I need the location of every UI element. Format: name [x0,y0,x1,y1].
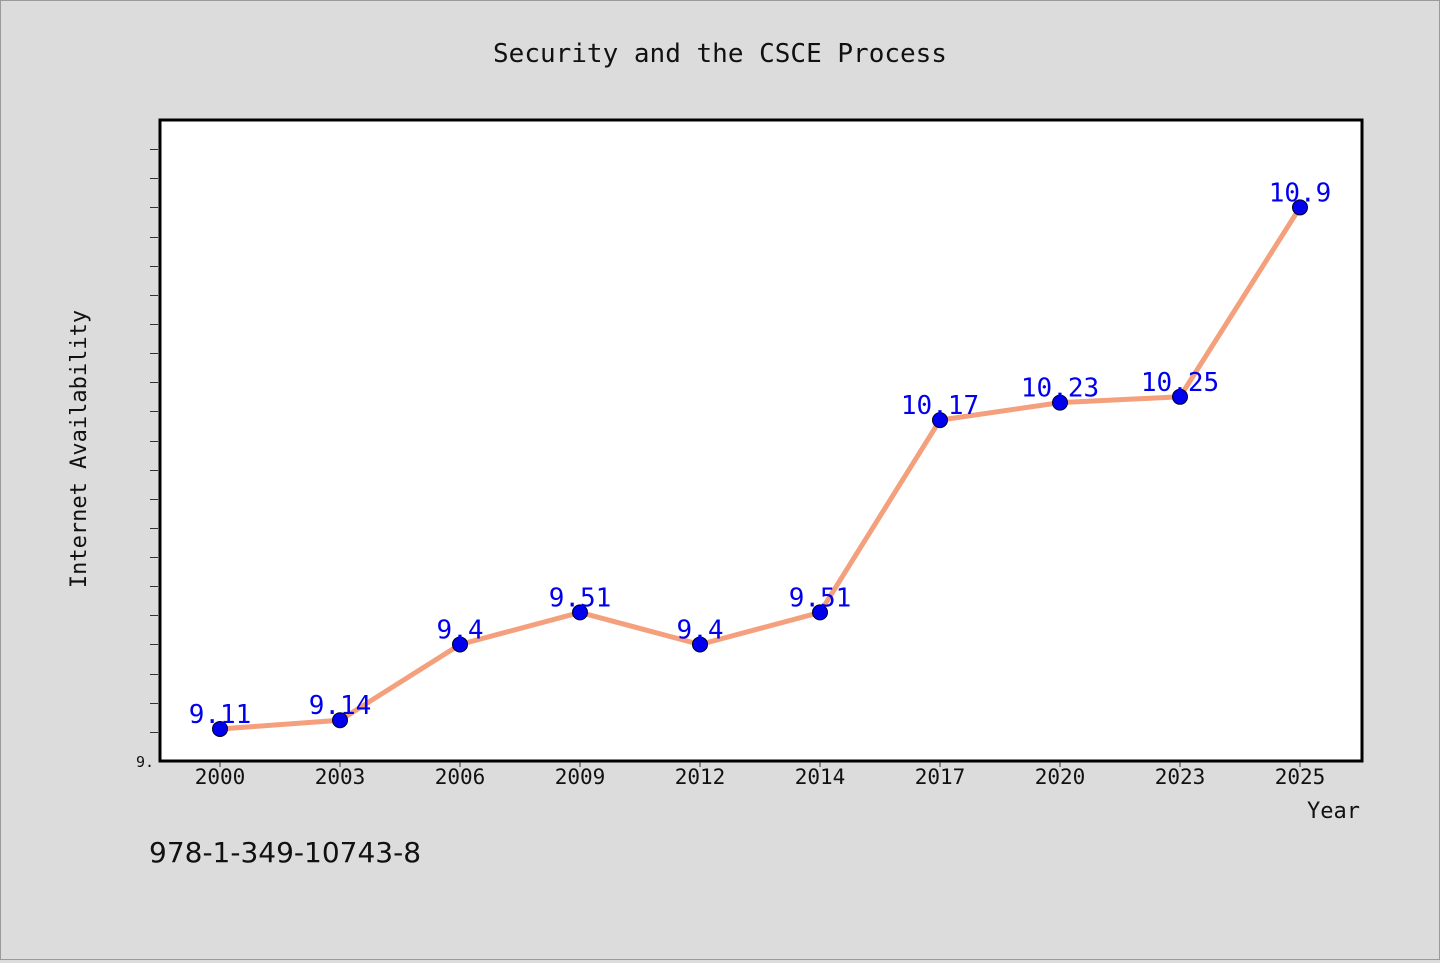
x-tick-label: 2023 [1155,765,1206,789]
data-point [212,720,228,737]
x-tick-label: 2012 [675,765,726,789]
data-point [332,712,348,729]
series-group [212,199,1308,737]
x-tick-label: 2009 [555,765,606,789]
data-labels-group: 9.11 9.14 9.4 9.51 9.4 9.51 10.17 10.23 10.25 10.… [189,178,1332,730]
x-tick-label: 2014 [795,765,846,789]
x-tick-label: 2025 [1275,765,1326,789]
data-point [692,636,708,653]
data-label: 9.51 [789,583,852,613]
data-label: 9.4 [677,615,724,645]
data-label: 9.14 [309,691,372,721]
data-label: 10.25 [1141,368,1219,398]
data-point [1172,388,1188,405]
y-axis-label: Internet Availability [67,310,92,588]
data-point [932,412,948,429]
x-tick-label: 2006 [435,765,486,789]
data-label: 10.17 [901,391,979,421]
data-point [572,604,588,621]
plot-area [158,118,1364,763]
data-label: 10.23 [1021,374,1099,404]
x-tick-label: 2003 [315,765,366,789]
data-point [452,636,468,653]
data-label: 10.9 [1269,178,1332,208]
x-tick-label: 2020 [1035,765,1086,789]
x-axis-ticks: 2000 2003 2006 2009 2012 2014 2017 2020 2023 2025 [195,762,1326,789]
data-point [812,604,828,621]
series-line [217,204,1303,732]
x-tick-label: 2017 [915,765,966,789]
data-point [1052,394,1068,411]
x-axis-label: Year [1307,799,1360,824]
y-tick-label: 9. [136,753,154,771]
chart-title: Security and the CSCE Process [493,39,947,69]
y-axis-ticks [150,149,158,733]
x-tick-label: 2000 [195,765,246,789]
isbn-footer: 978-1-349-10743-8 [149,836,422,869]
data-label: 9.11 [189,700,252,730]
data-label: 9.51 [549,583,612,613]
data-point [1292,199,1308,216]
data-label: 9.4 [437,615,484,645]
